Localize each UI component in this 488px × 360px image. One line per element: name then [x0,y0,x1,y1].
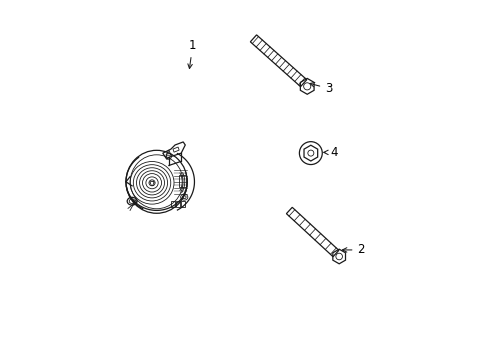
Text: 3: 3 [309,82,332,95]
Text: 4: 4 [323,146,337,159]
Text: 2: 2 [342,243,364,256]
Text: 1: 1 [187,39,196,68]
